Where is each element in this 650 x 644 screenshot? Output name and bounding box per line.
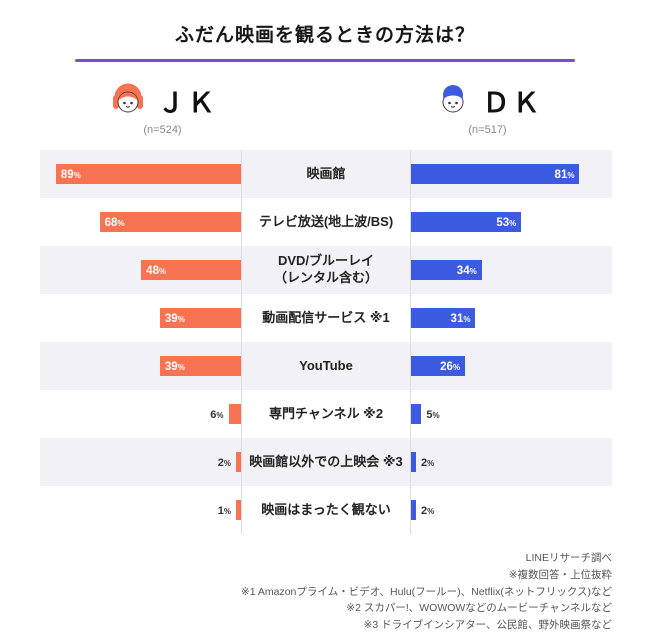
footnote-3: ※3 ドライブインシアター、公民館、野外映画祭など [363,619,612,632]
category-label: DVD/ブルーレイ （レンタル含む） [273,253,378,285]
dk-bar: 31% [411,308,476,328]
footnote-method: ※複数回答・上位抜粋 [508,568,612,581]
jk-bar-cell: 2% [40,438,241,486]
dk-value-label: 26% [440,361,461,373]
dk-bar-cell: 26% [411,342,612,390]
jk-value-label: 89% [60,169,81,181]
jk-value-label: 68% [104,217,125,229]
jk-bar-cell: 89% [40,150,241,198]
chart-row: 2% 映画館以外での上映会 ※3 2% [40,438,612,486]
jk-bar-cell: 39% [40,342,241,390]
chart-rows: 89% 映画館 81% 68% テレビ放送(地上波/BS) 53% [40,150,612,534]
chart-footnotes: LINEリサーチ調べ ※複数回答・上位抜粋 ※1 Amazonプライム・ビデオ、… [38,550,612,634]
group-header-dk: ＤＫ (n=517) [325,78,650,136]
jk-value-label: 1% [217,505,231,517]
category-cell: 専門チャンネル ※2 [241,390,411,438]
dk-bar-cell: 53% [411,198,612,246]
jk-bar-cell: 6% [40,390,241,438]
group-label-jk: ＪＫ [157,87,218,118]
group-n-jk: (n=524) [143,124,182,136]
category-cell: 映画はまったく観ない [241,486,411,534]
jk-bar-cell: 48% [40,246,241,294]
jk-bar: 39% [159,356,241,376]
category-cell: YouTube [241,342,411,390]
dk-bar: 53% [411,212,522,232]
title-underline [75,59,575,62]
dk-bar-cell: 2% [411,438,612,486]
dk-bar [411,404,422,424]
footnote-2: ※2 スカパー!、WOWOWなどのムービーチャンネルなど [346,602,612,615]
chart-row: 6% 専門チャンネル ※2 5% [40,390,612,438]
dk-bar-cell: 31% [411,294,612,342]
dk-value-label: 81% [554,169,575,181]
dk-value-label: 53% [496,217,517,229]
dk-avatar-icon [442,85,463,113]
category-label: 動画配信サービス ※1 [262,309,390,325]
jk-bar [228,404,241,424]
category-cell: テレビ放送(地上波/BS) [241,198,411,246]
category-cell: 動画配信サービス ※1 [241,294,411,342]
group-header-jk-top: ＪＫ [108,78,218,122]
jk-avatar-icon [112,83,143,113]
chart-row: 48% DVD/ブルーレイ （レンタル含む） 34% [40,246,612,294]
dk-value-label: 2% [421,457,435,469]
jk-bar: 68% [99,212,241,232]
dk-value-label: 5% [426,409,440,421]
dk-value-label: 31% [450,313,471,325]
group-n-dk: (n=517) [468,124,507,136]
jk-bar-cell: 1% [40,486,241,534]
dk-value-label: 2% [421,505,435,517]
page-title: ふだん映画を観るときの方法は？ [174,25,475,46]
dk-bar: 26% [411,356,466,376]
dk-bar: 81% [411,164,580,184]
category-label: 映画はまったく観ない [261,501,391,517]
jk-value-label: 39% [164,361,185,373]
dk-bar-cell: 34% [411,246,612,294]
category-cell: 映画館 [241,150,411,198]
chart-row: 68% テレビ放送(地上波/BS) 53% [40,198,612,246]
dk-bar-cell: 2% [411,486,612,534]
group-header-dk-top: ＤＫ [433,78,543,122]
category-label: 専門チャンネル ※2 [268,405,384,421]
jk-bar: 39% [159,308,241,328]
dk-bar-cell: 81% [411,150,612,198]
jk-value-label: 39% [164,313,185,325]
group-label-dk: ＤＫ [482,87,543,118]
jk-value-label: 48% [146,265,167,277]
jk-bar-cell: 39% [40,294,241,342]
footnote-1: ※1 Amazonプライム・ビデオ、Hulu(フールー)、Netflix(ネット… [240,585,612,598]
category-label: 映画館以外での上映会 ※3 [249,453,403,469]
jk-value-label: 2% [217,457,231,469]
jk-value-label: 6% [210,409,224,421]
dk-bar-cell: 5% [411,390,612,438]
group-header-jk: ＪＫ (n=524) [0,78,325,136]
category-cell: DVD/ブルーレイ （レンタル含む） [241,246,411,294]
dk-bar [411,500,416,520]
chart-row: 39% 動画配信サービス ※1 31% [40,294,612,342]
category-label: YouTube [299,357,353,373]
chart-row: 1% 映画はまったく観ない 2% [40,486,612,534]
dk-bar: 34% [411,260,482,280]
chart-row: 39% YouTube 26% [40,342,612,390]
jk-bar: 89% [55,164,241,184]
group-headers: ＪＫ (n=524) ＤＫ (n=517) [0,78,650,136]
category-label: テレビ放送(地上波/BS) [258,213,394,229]
category-label: 映画館 [306,165,346,181]
category-cell: 映画館以外での上映会 ※3 [241,438,411,486]
jk-bar [236,452,241,472]
chart-row: 89% 映画館 81% [40,150,612,198]
dk-value-label: 34% [456,265,477,277]
dk-bar [411,452,416,472]
jk-bar [236,500,241,520]
jk-bar: 48% [141,260,241,280]
footnote-source: LINEリサーチ調べ [525,552,612,564]
jk-bar-cell: 68% [40,198,241,246]
